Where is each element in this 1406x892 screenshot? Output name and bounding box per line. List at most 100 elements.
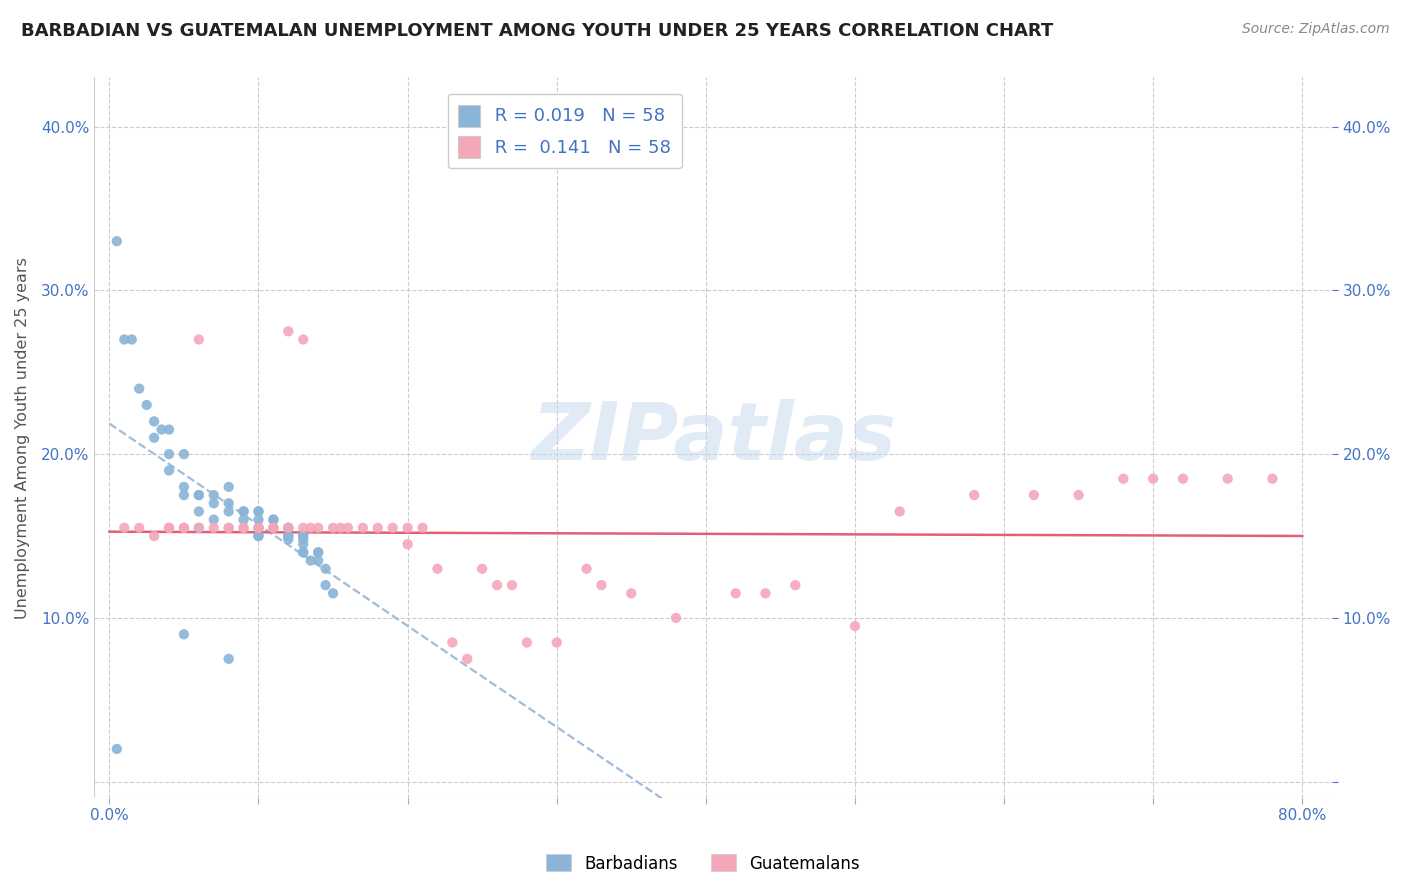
Point	[1067, 488, 1090, 502]
Point	[501, 578, 523, 592]
Point	[128, 521, 150, 535]
Point	[315, 578, 337, 592]
Point	[1216, 472, 1239, 486]
Point	[105, 742, 128, 756]
Point	[157, 423, 180, 437]
Point	[202, 513, 225, 527]
Point	[135, 398, 157, 412]
Point	[315, 562, 337, 576]
Point	[262, 521, 284, 535]
Point	[218, 504, 240, 518]
Point	[575, 562, 598, 576]
Point	[157, 447, 180, 461]
Text: BARBADIAN VS GUATEMALAN UNEMPLOYMENT AMONG YOUTH UNDER 25 YEARS CORRELATION CHAR: BARBADIAN VS GUATEMALAN UNEMPLOYMENT AMO…	[21, 22, 1053, 40]
Point	[665, 611, 688, 625]
Point	[187, 504, 209, 518]
Point	[620, 586, 643, 600]
Point	[292, 545, 315, 559]
Point	[336, 521, 359, 535]
Point	[202, 496, 225, 510]
Point	[143, 431, 166, 445]
Point	[307, 553, 329, 567]
Point	[546, 635, 568, 649]
Point	[277, 529, 299, 543]
Point	[277, 529, 299, 543]
Point	[232, 513, 254, 527]
Point	[262, 513, 284, 527]
Point	[105, 234, 128, 248]
Point	[232, 521, 254, 535]
Point	[218, 480, 240, 494]
Point	[247, 521, 270, 535]
Point	[277, 521, 299, 535]
Point	[262, 521, 284, 535]
Legend:  R = 0.019   N = 58,  R =  0.141   N = 58: R = 0.019 N = 58, R = 0.141 N = 58	[447, 94, 682, 169]
Point	[173, 447, 195, 461]
Point	[247, 521, 270, 535]
Point	[322, 521, 344, 535]
Point	[299, 521, 322, 535]
Point	[1261, 472, 1284, 486]
Point	[173, 480, 195, 494]
Point	[292, 545, 315, 559]
Y-axis label: Unemployment Among Youth under 25 years: Unemployment Among Youth under 25 years	[15, 257, 30, 619]
Point	[173, 488, 195, 502]
Point	[322, 586, 344, 600]
Point	[112, 333, 135, 347]
Point	[247, 504, 270, 518]
Point	[307, 545, 329, 559]
Point	[441, 635, 464, 649]
Point	[396, 521, 419, 535]
Point	[352, 521, 374, 535]
Point	[247, 529, 270, 543]
Point	[262, 513, 284, 527]
Point	[112, 521, 135, 535]
Point	[1171, 472, 1194, 486]
Point	[218, 521, 240, 535]
Point	[202, 521, 225, 535]
Point	[277, 533, 299, 547]
Point	[247, 513, 270, 527]
Point	[754, 586, 776, 600]
Point	[143, 414, 166, 428]
Point	[187, 333, 209, 347]
Point	[292, 529, 315, 543]
Point	[218, 652, 240, 666]
Point	[889, 504, 911, 518]
Point	[367, 521, 389, 535]
Point	[292, 533, 315, 547]
Point	[307, 545, 329, 559]
Text: ZIPatlas: ZIPatlas	[531, 399, 896, 476]
Point	[412, 521, 434, 535]
Point	[128, 382, 150, 396]
Point	[724, 586, 747, 600]
Point	[157, 521, 180, 535]
Legend: Barbadians, Guatemalans: Barbadians, Guatemalans	[540, 847, 866, 880]
Point	[247, 521, 270, 535]
Point	[232, 504, 254, 518]
Point	[396, 537, 419, 551]
Point	[277, 324, 299, 338]
Point	[307, 521, 329, 535]
Point	[292, 529, 315, 543]
Point	[143, 529, 166, 543]
Point	[426, 562, 449, 576]
Point	[232, 521, 254, 535]
Point	[591, 578, 613, 592]
Point	[785, 578, 807, 592]
Point	[1112, 472, 1135, 486]
Point	[1142, 472, 1164, 486]
Point	[150, 423, 173, 437]
Point	[292, 333, 315, 347]
Point	[202, 488, 225, 502]
Point	[187, 521, 209, 535]
Point	[173, 521, 195, 535]
Point	[963, 488, 986, 502]
Point	[173, 627, 195, 641]
Point	[173, 521, 195, 535]
Point	[187, 521, 209, 535]
Point	[247, 504, 270, 518]
Point	[277, 521, 299, 535]
Point	[292, 537, 315, 551]
Point	[486, 578, 509, 592]
